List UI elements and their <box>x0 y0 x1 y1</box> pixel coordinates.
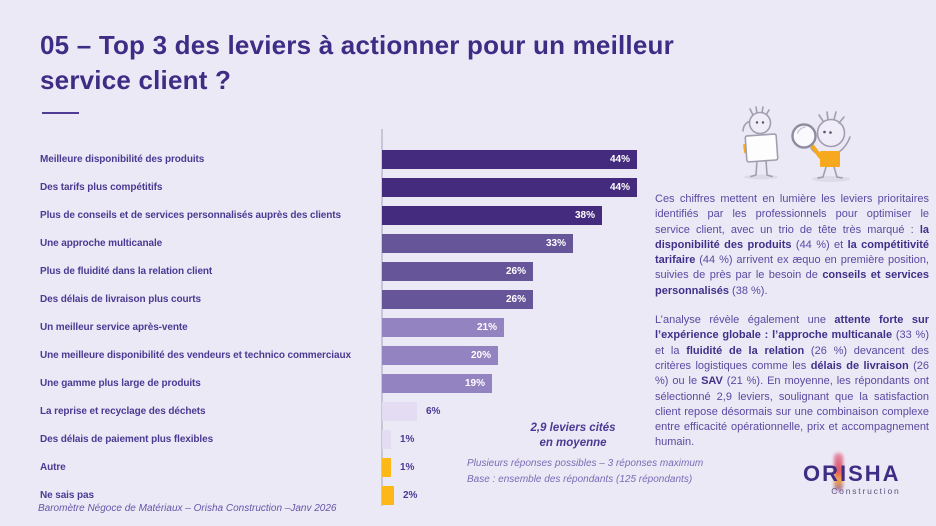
category-label: Une approche multicanale <box>40 237 163 249</box>
bar <box>382 401 417 421</box>
source-footer: Baromètre Négoce de Matériaux – Orisha C… <box>38 503 337 514</box>
bar-area: 20% <box>382 345 498 365</box>
bar: 21% <box>382 317 504 337</box>
bar: 44% <box>382 177 637 197</box>
chart-row: Une meilleure disponibilité des vendeurs… <box>40 341 665 369</box>
commentary-paragraph: Ces chiffres mettent en lumière les levi… <box>655 193 930 297</box>
chart-footnotes: Plusieurs réponses possibles – 3 réponse… <box>467 456 703 488</box>
value-label: 19% <box>464 377 485 389</box>
value-label: 2% <box>403 489 418 501</box>
bar-area: 6% <box>382 401 441 421</box>
value-label: 21% <box>476 321 497 333</box>
orisha-logo: ORISHA Construction <box>803 453 903 499</box>
bar <box>382 429 391 449</box>
footnote-base: Base : ensemble des répondants (125 répo… <box>467 474 693 485</box>
bar-rows: Meilleure disponibilité des produits 44%… <box>40 145 665 509</box>
person-with-magnifier-icon <box>791 111 851 182</box>
bar-area: 1% <box>382 457 415 477</box>
bar <box>382 485 394 505</box>
value-label: 6% <box>426 405 441 417</box>
bar <box>382 457 391 477</box>
bar-area: 33% <box>382 233 573 253</box>
page-title: 05 – Top 3 des leviers à actionner pour … <box>40 28 674 98</box>
chart-row: Une gamme plus large de produits 19% <box>40 369 665 397</box>
title-underline <box>42 112 79 114</box>
bar-area: 26% <box>382 261 533 281</box>
bar-area: 38% <box>382 205 602 225</box>
category-label: Autre <box>40 461 66 473</box>
value-label: 20% <box>470 349 491 361</box>
researchers-illustration <box>742 106 851 182</box>
annotation-line-2: en moyenne <box>539 437 607 449</box>
page-title-line-2: service client ? <box>40 65 232 95</box>
bar-area: 26% <box>382 289 533 309</box>
bar-area: 44% <box>382 177 637 197</box>
value-label: 44% <box>609 153 630 165</box>
value-label: 26% <box>505 293 526 305</box>
category-label: Plus de fluidité dans la relation client <box>40 265 213 277</box>
annotation-line-1: 2,9 leviers cités <box>530 422 616 434</box>
commentary-panel: Ces chiffres mettent en lumière les levi… <box>655 192 929 465</box>
bar: 19% <box>382 373 492 393</box>
chart-row: Plus de fluidité dans la relation client… <box>40 257 665 285</box>
value-label: 1% <box>400 461 415 473</box>
category-label: Des délais de livraison plus courts <box>40 293 202 305</box>
bar-area: 1% <box>382 429 415 449</box>
chart-row: Meilleure disponibilité des produits 44% <box>40 145 665 173</box>
chart-row: Des délais de paiement plus flexibles 1% <box>40 425 665 453</box>
chart-row: Des tarifs plus compétitifs 44% <box>40 173 665 201</box>
chart-row: Des délais de livraison plus courts 26% <box>40 285 665 313</box>
chart-row: Une approche multicanale 33% <box>40 229 665 257</box>
value-label: 38% <box>574 209 595 221</box>
category-label: Plus de conseils et de services personna… <box>40 209 341 221</box>
chart-row: La reprise et recyclage des déchets 6% <box>40 397 665 425</box>
commentary-paragraph: L’analyse révèle également une attente f… <box>655 314 929 449</box>
logo-paint-smear <box>834 453 843 491</box>
bar-area: 2% <box>382 485 418 505</box>
bar: 44% <box>382 149 637 169</box>
bar: 38% <box>382 205 602 225</box>
bar: 20% <box>382 345 498 365</box>
category-label: Un meilleur service après-vente <box>40 321 188 333</box>
category-label: La reprise et recyclage des déchets <box>40 405 206 417</box>
value-label: 1% <box>400 433 415 445</box>
value-label: 26% <box>505 265 526 277</box>
logo-sub: Construction <box>831 486 901 496</box>
footnote-responses: Plusieurs réponses possibles – 3 réponse… <box>467 458 704 469</box>
bar-area: 44% <box>382 149 637 169</box>
category-label: Des délais de paiement plus flexibles <box>40 433 214 445</box>
value-label: 44% <box>609 181 630 193</box>
logo-brand: ORISHA <box>803 461 901 486</box>
category-label: Une gamme plus large de produits <box>40 377 201 389</box>
chart-row: Ne sais pas 2% <box>40 481 665 509</box>
category-label: Des tarifs plus compétitifs <box>40 181 163 193</box>
person-with-paper-icon <box>742 106 779 180</box>
category-label: Ne sais pas <box>40 489 94 501</box>
chart-row: Autre 1% <box>40 453 665 481</box>
category-label: Meilleure disponibilité des produits <box>40 153 205 165</box>
bar: 26% <box>382 261 533 281</box>
bar-chart: Meilleure disponibilité des produits 44%… <box>40 145 665 509</box>
value-label: 33% <box>545 237 566 249</box>
category-label: Une meilleure disponibilité des vendeurs… <box>40 349 351 361</box>
chart-annotation: 2,9 leviers cités en moyenne <box>478 421 668 451</box>
logo-brand-wrap: ORISHA Construction <box>803 453 901 496</box>
page-title-line-1: 05 – Top 3 des leviers à actionner pour … <box>40 30 674 60</box>
bar: 33% <box>382 233 573 253</box>
bar-area: 19% <box>382 373 492 393</box>
magnifier-icon <box>791 123 823 160</box>
bar: 26% <box>382 289 533 309</box>
bar-area: 21% <box>382 317 504 337</box>
chart-row: Plus de conseils et de services personna… <box>40 201 665 229</box>
chart-row: Un meilleur service après-vente 21% <box>40 313 665 341</box>
